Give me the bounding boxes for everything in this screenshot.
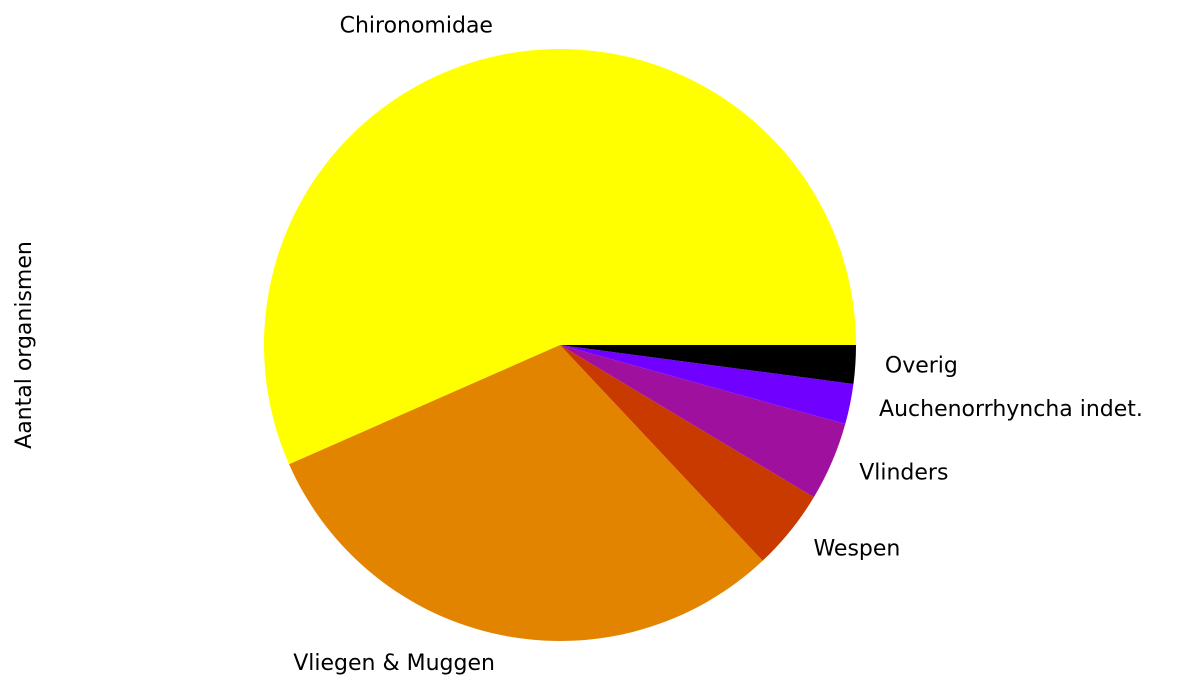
slice-label: Vlinders: [859, 460, 948, 485]
y-axis-label: Aantal organismen: [12, 241, 37, 449]
slice-label: Chironomidae: [340, 13, 493, 38]
pie-slice: [560, 345, 854, 425]
pie-slice: [560, 345, 846, 498]
pie-slice: [560, 345, 814, 561]
pie-slice: [560, 345, 856, 384]
pie-slice: [289, 345, 763, 641]
slice-label: Overig: [885, 353, 958, 378]
slice-label: Wespen: [813, 536, 900, 561]
slice-label: Vliegen & Muggen: [293, 651, 495, 676]
pie-slice: [264, 49, 856, 465]
slice-label: Auchenorrhyncha indet.: [879, 397, 1143, 422]
